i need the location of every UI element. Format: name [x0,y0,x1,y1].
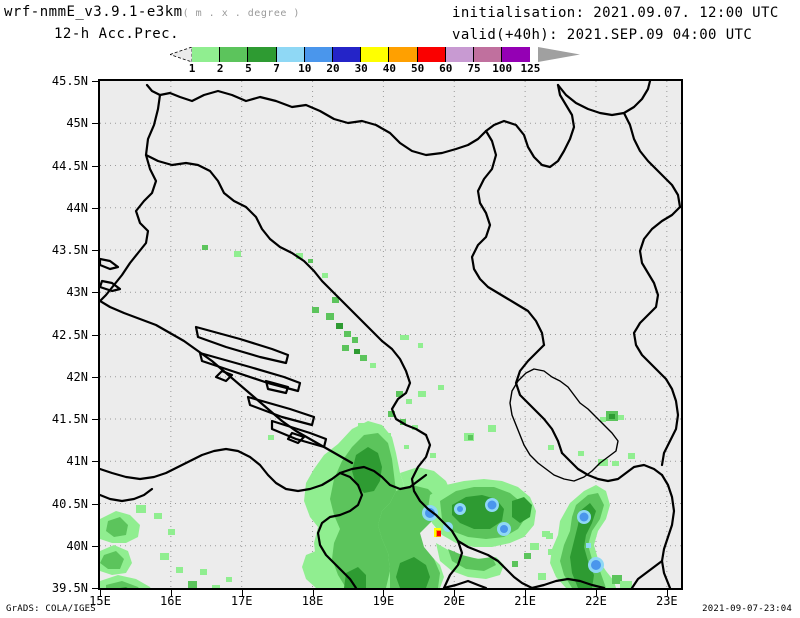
y-axis-tick-40.5N [92,503,98,505]
x-axis-tick-19E [383,590,385,596]
y-axis-label-43N: 43N [66,285,88,300]
x-axis-label-18E: 18E [301,594,324,608]
colorbar-swatch-100-125 [502,47,531,62]
colorbar-tick-75: 75 [467,62,481,75]
x-axis-tick-20E [454,590,456,596]
valid-time: valid(+40h): 2021.SEP.09 04:00 UTC [452,27,753,43]
colorbar-tick-5: 5 [245,62,252,75]
y-axis-tick-43N [92,292,98,294]
y-axis-tick-44N [92,207,98,209]
colorbar-swatch-60-75 [445,47,474,62]
field-title: 12-h Acc.Prec. [54,26,180,42]
y-axis-label-43.5N: 43.5N [51,243,88,257]
precipitation-colorbar: 1 2 5 7 10 20 30 40 50 60 75 100 125 [170,47,580,75]
y-axis-tick-40N [92,545,98,547]
y-axis-tick-42.5N [92,334,98,336]
colorbar-tick-10: 10 [298,62,312,75]
colorbar-swatches [192,47,531,62]
colorbar-tick-125: 125 [520,62,541,75]
y-axis-label-40N: 40N [66,538,88,553]
colorbar-swatch-50-60 [417,47,446,62]
colorbar-tick-7: 7 [273,62,280,75]
x-axis-tick-21E [525,590,527,596]
colorbar-tick-40: 40 [382,62,397,75]
x-axis-tick-23E [666,590,668,596]
colorbar-swatch-75-100 [473,47,503,62]
colorbar-tick-60: 60 [439,62,453,75]
x-axis-label-21E: 21E [514,594,536,608]
colorbar-swatch-5-7 [248,47,277,62]
y-axis-tick-39.5N [92,588,98,589]
model-name: wrf-nmmE_v3.9.1-e3km [4,4,183,20]
colorbar-tick-1: 1 [188,62,196,75]
y-axis-tick-44.5N [92,165,98,167]
colorbar-tick-100: 100 [492,62,513,75]
map-canvas [100,81,681,588]
y-axis-tick-41.5N [92,419,98,420]
footer-timestamp: 2021-09-07-23:04 [702,604,792,614]
colorbar-swatch-20-30 [332,47,362,62]
y-axis-tick-45N [92,123,98,125]
colorbar-swatch-40-50 [389,47,418,62]
colorbar-over-arrow-icon [538,47,580,62]
colorbar-tick-labels: 1 2 5 7 10 20 30 40 50 60 75 100 125 [188,62,541,76]
map-borders [100,81,681,588]
y-axis-label-41.5N: 41.5N [51,412,88,426]
x-axis-tick-22E [595,590,597,596]
x-axis-label-16E: 16E [160,594,182,608]
colorbar-tick-20: 20 [326,62,340,75]
y-axis-label-42N: 42N [66,369,88,384]
y-axis-label-45.5N: 45.5N [51,74,88,88]
y-axis-tick-42N [92,376,98,378]
colorbar-tick-30: 30 [354,62,368,75]
colorbar-swatch-10-20 [304,47,333,62]
map-plot-area[interactable] [98,79,683,590]
x-axis-label-19E: 19E [372,594,395,608]
y-axis-tick-41N [92,461,98,463]
colorbar-tick-2: 2 [216,62,224,75]
x-axis-tick-15E [100,590,101,596]
colorbar-swatch-30-40 [361,47,390,62]
colorbar-swatch-1-2 [192,47,221,62]
y-axis-label-44.5N: 44.5N [51,158,88,173]
x-axis-tick-18E [312,590,314,596]
y-axis-label-44N: 44N [66,200,88,215]
x-axis-label-22E: 22E [585,594,607,608]
y-axis-tick-45.5N [92,81,98,82]
x-axis-tick-17E [241,590,243,596]
y-axis-tick-43.5N [92,250,98,251]
x-axis-label-20E: 20E [443,594,466,608]
initialisation-time: initialisation: 2021.09.07. 12:00 UTC [452,5,779,21]
colorbar-swatch-7-10 [276,47,305,62]
y-axis-label-39.5N: 39.5N [51,581,88,595]
footer-credit: GrADS: COLA/IGES [6,604,96,614]
precipitation-field [100,245,635,588]
x-axis-tick-16E [170,590,172,596]
y-axis-label-40.5N: 40.5N [51,496,88,511]
y-axis-label-45N: 45N [66,116,88,131]
colorbar-swatch-2-5 [220,47,249,62]
x-axis-label-23E: 23E [655,594,678,608]
model-title: wrf-nmmE_v3.9.1-e3km( m . x . degree ) [4,4,300,20]
x-axis-label-15E: 15E [89,594,111,608]
colorbar-under-arrow-icon [170,47,192,62]
colorbar-tick-50: 50 [410,62,425,75]
x-axis-label-17E: 17E [230,594,253,608]
y-axis-label-42.5N: 42.5N [51,327,88,342]
y-axis-label-41N: 41N [66,454,88,469]
model-units-note: ( m . x . degree ) [182,8,300,19]
